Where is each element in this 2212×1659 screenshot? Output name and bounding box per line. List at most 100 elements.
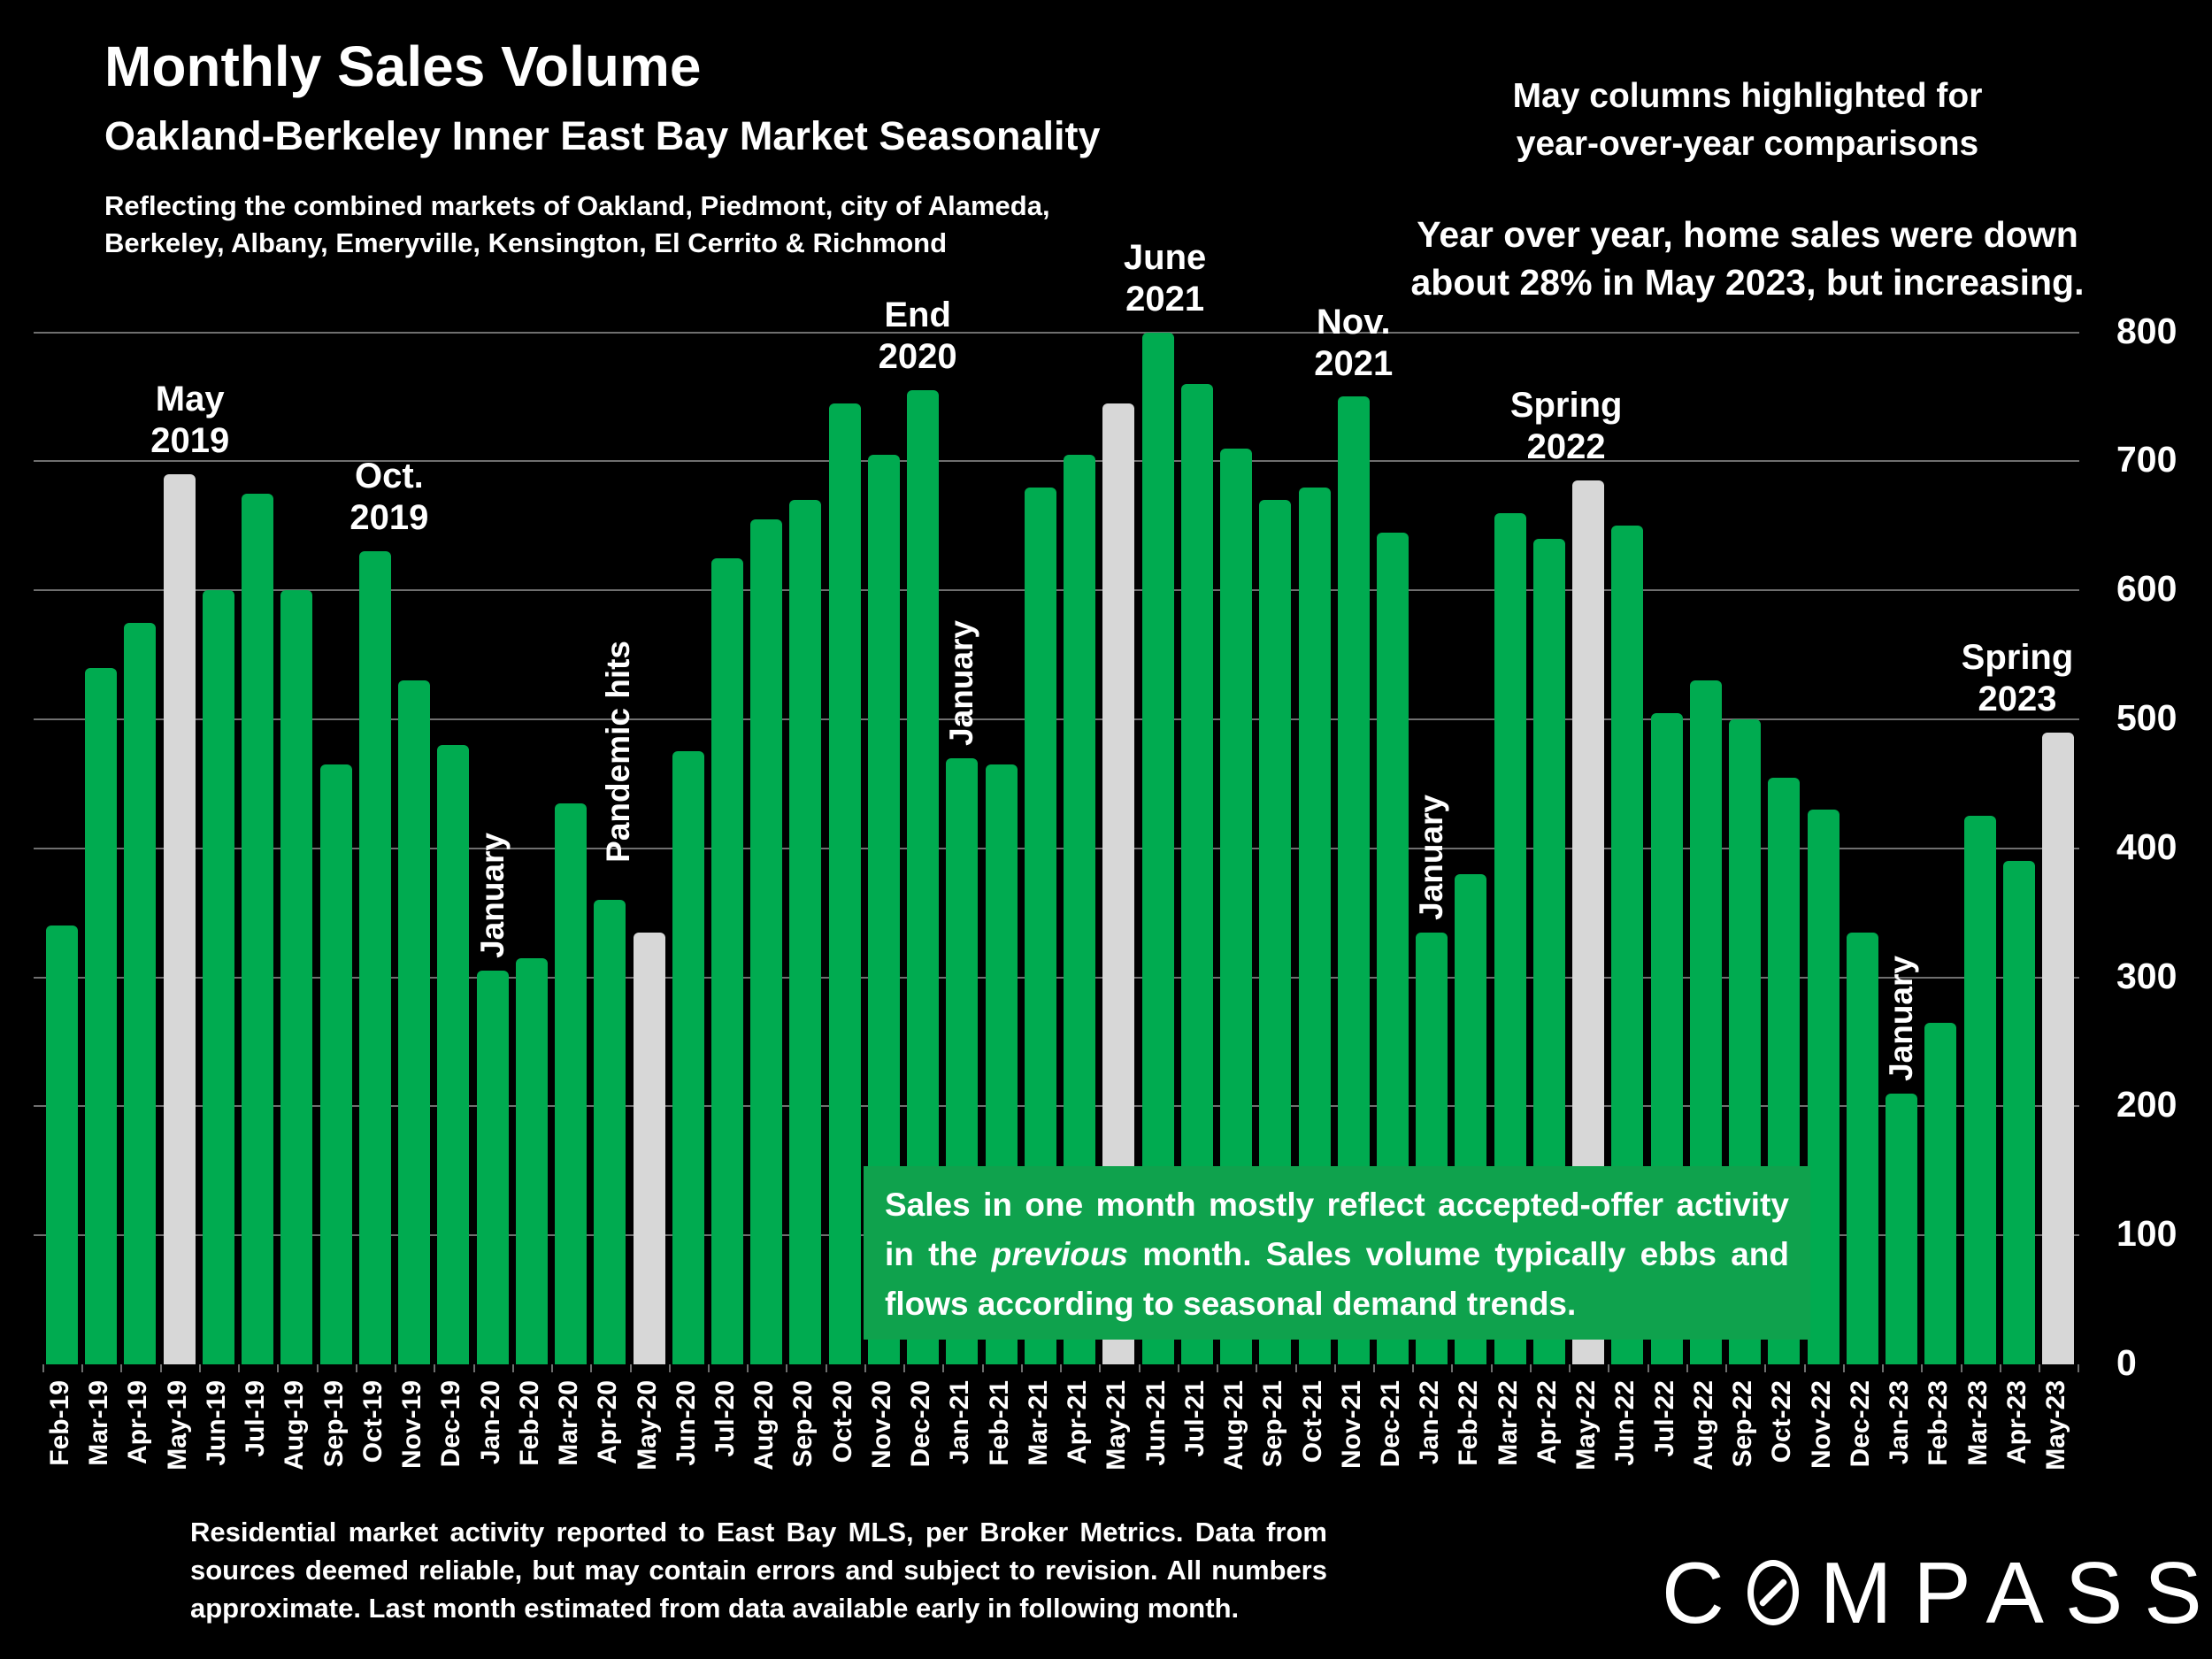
y-axis-label-200: 200 bbox=[2116, 1084, 2177, 1125]
x-axis-label-Nov-20: Nov-20 bbox=[866, 1380, 896, 1470]
axis-tick bbox=[1921, 1364, 1924, 1372]
info-box: Sales in one month mostly reflect accept… bbox=[864, 1166, 1810, 1340]
annotation-line: Oct. bbox=[354, 457, 424, 496]
axis-tick bbox=[1177, 1364, 1179, 1372]
x-axis-label-Apr-19: Apr-19 bbox=[123, 1380, 153, 1465]
axis-tick bbox=[1725, 1364, 1728, 1372]
bar-Oct-19 bbox=[358, 551, 391, 1364]
logo-text-mpass: MPASS bbox=[1819, 1544, 2212, 1641]
y-axis-label-600: 600 bbox=[2116, 568, 2177, 610]
axis-tick bbox=[1842, 1364, 1845, 1372]
annotation-line: May bbox=[155, 379, 225, 419]
annotation-spring-2023: Spring 2023 bbox=[1885, 637, 2150, 720]
axis-tick bbox=[1999, 1364, 2001, 1372]
x-axis-label-Sep-19: Sep-19 bbox=[319, 1380, 349, 1468]
x-axis-label-Jul-21: Jul-21 bbox=[1179, 1380, 1210, 1457]
gridline-500 bbox=[34, 718, 2079, 720]
disclaimer: Residential market activity reported to … bbox=[190, 1517, 1327, 1624]
annotation-line: 2019 bbox=[150, 420, 230, 460]
bar-Feb-19 bbox=[46, 926, 78, 1364]
gridline-600 bbox=[34, 589, 2079, 592]
bar-Mar-19 bbox=[85, 668, 118, 1364]
axis-tick bbox=[2078, 1364, 2080, 1372]
annotation-end-2020: End 2020 bbox=[785, 295, 1050, 378]
axis-tick bbox=[590, 1364, 593, 1372]
axis-tick bbox=[981, 1364, 984, 1372]
annotation-spring-2022: Spring 2022 bbox=[1433, 385, 1699, 468]
axis-tick bbox=[120, 1364, 123, 1372]
x-axis-label-Jul-19: Jul-19 bbox=[241, 1380, 271, 1457]
bar-Jun-19 bbox=[202, 590, 234, 1364]
bar-Feb-23 bbox=[1924, 1023, 1957, 1364]
annotation-jan-2021: January bbox=[943, 619, 980, 746]
bar-May-20 bbox=[633, 933, 665, 1364]
annotation-line: Spring bbox=[1961, 637, 2074, 677]
x-axis-label-Oct-20: Oct-20 bbox=[827, 1380, 857, 1463]
annotation-line: 2023 bbox=[1978, 679, 2057, 718]
gridline-400 bbox=[34, 847, 2079, 849]
axis-tick bbox=[1764, 1364, 1767, 1372]
x-axis-label-Apr-22: Apr-22 bbox=[1532, 1380, 1562, 1465]
bar-Sep-19 bbox=[319, 764, 352, 1364]
annotation-line: Nov. bbox=[1316, 302, 1391, 342]
bar-Apr-19 bbox=[124, 623, 157, 1364]
axis-tick bbox=[1803, 1364, 1806, 1372]
axis-tick bbox=[1960, 1364, 1962, 1372]
axis-tick bbox=[1099, 1364, 1102, 1372]
axis-tick bbox=[629, 1364, 632, 1372]
axis-tick bbox=[1608, 1364, 1610, 1372]
market-note-line1: Reflecting the combined markets of Oakla… bbox=[104, 190, 1050, 221]
axis-tick bbox=[81, 1364, 84, 1372]
y-axis-label-100: 100 bbox=[2116, 1213, 2177, 1255]
axis-tick bbox=[2038, 1364, 2040, 1372]
x-axis-label-Mar-21: Mar-21 bbox=[1023, 1380, 1053, 1466]
x-axis-label-Jul-22: Jul-22 bbox=[1649, 1380, 1679, 1457]
axis-tick bbox=[551, 1364, 554, 1372]
highlight-note-line1: May columns highlighted for bbox=[1512, 77, 1983, 115]
bar-Dec-22 bbox=[1846, 933, 1878, 1364]
axis-tick bbox=[786, 1364, 788, 1372]
bar-Apr-20 bbox=[594, 900, 626, 1364]
axis-tick bbox=[1451, 1364, 1454, 1372]
gridline-800 bbox=[34, 331, 2079, 334]
bar-Aug-20 bbox=[750, 519, 783, 1364]
gridline-300 bbox=[34, 976, 2079, 979]
annotation-may-2019: May 2019 bbox=[58, 379, 323, 462]
x-axis-label-Aug-22: Aug-22 bbox=[1688, 1380, 1718, 1471]
x-axis-label-Jan-23: Jan-23 bbox=[1885, 1380, 1915, 1465]
yoy-note-line2: about 28% in May 2023, but increasing. bbox=[1410, 262, 2085, 303]
axis-tick bbox=[1020, 1364, 1023, 1372]
x-axis-label-Jun-21: Jun-21 bbox=[1141, 1380, 1171, 1466]
axis-tick bbox=[1333, 1364, 1336, 1372]
info-box-text: Sales in one month mostly reflect accept… bbox=[885, 1187, 1789, 1272]
market-note-line2: Berkeley, Albany, Emeryville, Kensington… bbox=[104, 227, 948, 258]
x-axis-label-Feb-19: Feb-19 bbox=[45, 1380, 74, 1466]
bar-Jun-20 bbox=[672, 751, 704, 1364]
x-axis-label-May-22: May-22 bbox=[1571, 1380, 1601, 1471]
logo-text-c: C bbox=[1662, 1544, 1746, 1641]
axis-tick bbox=[1217, 1364, 1219, 1372]
bar-May-19 bbox=[163, 474, 196, 1364]
y-axis-label-400: 400 bbox=[2116, 826, 2177, 867]
x-axis-label-May-21: May-21 bbox=[1102, 1380, 1132, 1471]
x-axis-label-Jun-20: Jun-20 bbox=[671, 1380, 701, 1466]
annotation-line: Spring bbox=[1509, 386, 1623, 426]
x-axis-label-Dec-21: Dec-21 bbox=[1375, 1380, 1405, 1468]
x-axis-label-Feb-20: Feb-20 bbox=[514, 1380, 544, 1466]
x-axis-label-Nov-19: Nov-19 bbox=[397, 1380, 427, 1470]
axis-tick bbox=[1490, 1364, 1493, 1372]
axis-tick bbox=[668, 1364, 671, 1372]
annotation-line: 2022 bbox=[1526, 427, 1606, 467]
axis-tick bbox=[511, 1364, 514, 1372]
axis-tick bbox=[747, 1364, 749, 1372]
axis-tick bbox=[1412, 1364, 1415, 1372]
bar-Jul-20 bbox=[710, 558, 743, 1364]
annotation-pandemic-hits: Pandemic hits bbox=[599, 640, 636, 863]
annotation-june-2021: June 2021 bbox=[1033, 237, 1298, 320]
x-axis-label-Jan-20: Jan-20 bbox=[475, 1380, 505, 1465]
bar-Feb-20 bbox=[515, 958, 548, 1364]
page-subtitle: Oakland-Berkeley Inner East Bay Market S… bbox=[104, 113, 1101, 158]
compass-o-icon bbox=[1747, 1560, 1799, 1625]
info-box-text-after: month. Sales volume typically ebbs and f… bbox=[885, 1236, 1789, 1322]
x-axis-label-Feb-22: Feb-22 bbox=[1454, 1380, 1484, 1466]
